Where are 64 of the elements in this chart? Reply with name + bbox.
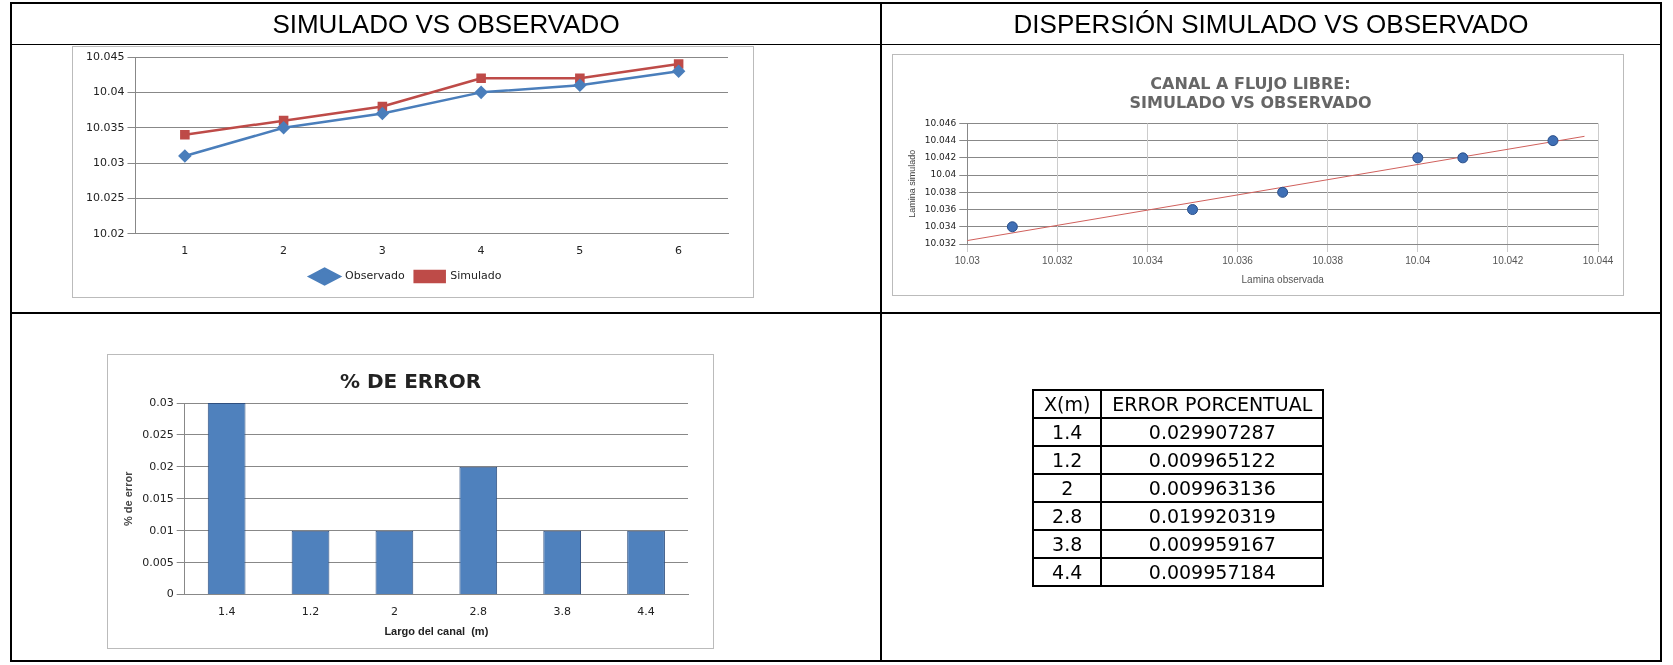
y-tick-label: 0.005 — [142, 555, 174, 569]
x-tick-label: 1 — [181, 244, 189, 258]
y-tick-label: 10.025 — [85, 191, 125, 205]
category-label: 1.4 — [1033, 418, 1102, 446]
category-label: 2 — [1033, 474, 1102, 502]
x-tick-label: 2 — [390, 605, 398, 619]
y-tick-label: 0.03 — [149, 395, 174, 409]
x-tick-label: 1.4 — [217, 605, 236, 619]
y-tick-label: 0.01 — [149, 523, 174, 537]
y-tick-label: 10.03 — [92, 155, 125, 169]
x-tick-label: 10.038 — [1312, 254, 1344, 266]
data-label: 0.009957184 — [1101, 558, 1324, 586]
y-tick-label: 10.036 — [924, 203, 957, 214]
x-tick-label: 2 — [280, 244, 288, 258]
x-tick-label: 4.4 — [637, 605, 655, 619]
x-axis-title: Lamina observada — [1241, 273, 1325, 285]
x-tick-label: 10.04 — [1405, 254, 1431, 266]
x-tick-label: 10.034 — [1132, 254, 1164, 266]
y-tick-label: 10.04 — [930, 169, 957, 180]
y-tick-label: 10.034 — [924, 221, 957, 232]
category-label: 3.8 — [1033, 530, 1102, 558]
x-tick-label: 3 — [378, 244, 386, 258]
y-tick-label: 10.02 — [92, 226, 125, 240]
x-tick-label: 10.042 — [1492, 254, 1524, 266]
x-axis-title: Largo del canal (m) — [384, 625, 489, 638]
y-axis-title: % de error — [121, 470, 134, 527]
y-tick-label: 10.042 — [924, 152, 957, 163]
x-tick-label: 5 — [576, 244, 584, 258]
y-tick-label: 10.044 — [924, 134, 957, 145]
y-tick-label: 10.038 — [924, 186, 957, 197]
y-tick-label: 10.046 — [924, 117, 957, 128]
text: X(m) — [1033, 390, 1102, 418]
x-tick-label: 10.032 — [1042, 254, 1074, 266]
category-label: 4.4 — [1033, 558, 1102, 586]
y-tick-label: 0.015 — [142, 491, 174, 505]
legend-label: Observado — [345, 269, 405, 283]
y-tick-label: 10.045 — [85, 49, 125, 63]
x-tick-label: 3.8 — [553, 605, 571, 619]
chart-title: DISPERSIÓN SIMULADO VS OBSERVADO — [882, 4, 1660, 45]
y-tick-label: 0.02 — [149, 459, 174, 473]
chart-subtitle: CANAL A FLUJO LIBRE: SIMULADO VS OBSERVADO — [1129, 73, 1372, 112]
x-tick-label: 4 — [477, 244, 485, 258]
data-label: 0.019920319 — [1101, 502, 1324, 530]
x-tick-label: 10.036 — [1222, 254, 1254, 266]
legend-label: Simulado — [450, 269, 502, 283]
data-label: 0.009963136 — [1101, 474, 1324, 502]
y-axis-title: Lamina simulado — [906, 149, 917, 218]
chart-title: % DE ERROR — [338, 369, 483, 393]
data-label: 0.009959167 — [1101, 530, 1324, 558]
x-tick-label: 10.03 — [954, 254, 981, 266]
data-label: 0.009965122 — [1101, 446, 1324, 474]
x-tick-label: 2.8 — [469, 605, 488, 619]
x-tick-label: 1.2 — [301, 605, 320, 619]
x-tick-label: 6 — [675, 244, 683, 258]
y-tick-label: 10.035 — [85, 120, 125, 134]
y-tick-label: 0 — [166, 587, 174, 601]
y-tick-label: 0.025 — [142, 427, 174, 441]
category-label: 2.8 — [1033, 502, 1102, 530]
chart-title: SIMULADO VS OBSERVADO — [12, 4, 880, 45]
y-tick-label: 10.04 — [92, 85, 125, 99]
x-tick-label: 10.044 — [1582, 254, 1614, 266]
category-label: 1.2 — [1033, 446, 1102, 474]
data-label: 0.029907287 — [1101, 418, 1324, 446]
text: ERROR PORCENTUAL — [1101, 390, 1324, 418]
